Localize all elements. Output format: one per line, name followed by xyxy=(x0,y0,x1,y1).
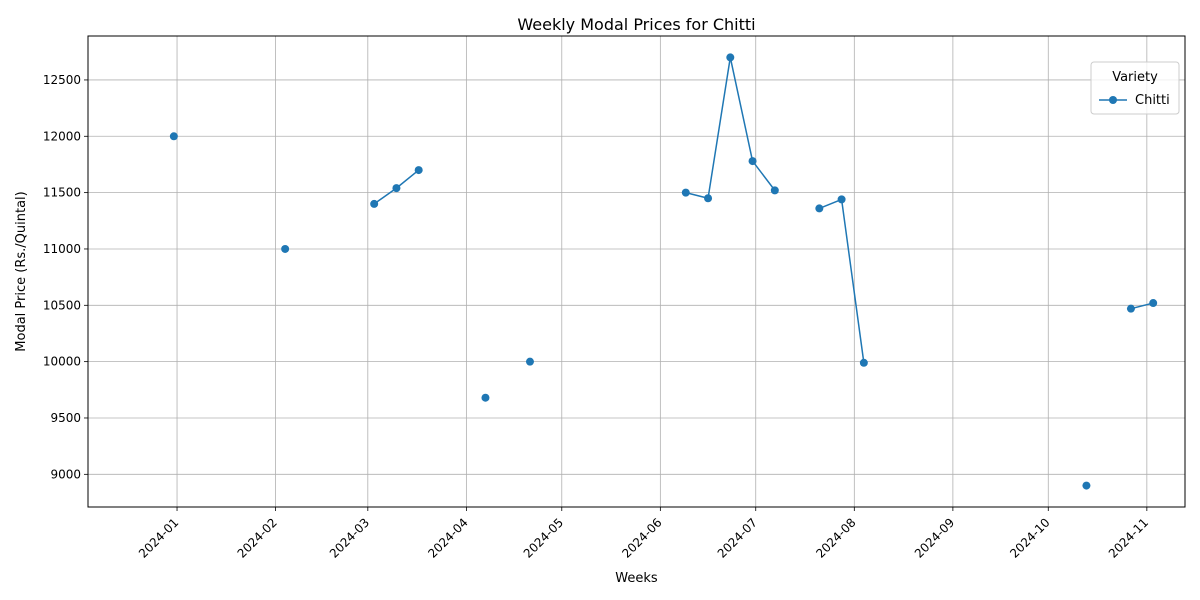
y-tick-label: 11000 xyxy=(43,242,81,256)
data-point xyxy=(169,132,178,141)
data-point xyxy=(481,393,490,402)
x-axis-label: Weeks xyxy=(615,571,658,586)
legend: Variety Chitti xyxy=(1090,61,1180,115)
data-point xyxy=(815,204,824,213)
series-segment xyxy=(840,198,865,364)
y-tick-label: 9500 xyxy=(50,411,81,425)
data-point xyxy=(748,157,757,166)
series-layer xyxy=(169,53,1158,490)
data-point xyxy=(1082,481,1091,490)
data-point xyxy=(525,357,534,366)
data-point xyxy=(392,184,401,193)
data-point xyxy=(1149,299,1158,308)
data-point xyxy=(414,166,423,175)
legend-title: Variety xyxy=(1112,70,1158,85)
data-point xyxy=(837,195,846,204)
data-point xyxy=(281,244,290,253)
legend-entry-chitti: Chitti xyxy=(1135,93,1170,108)
series-segment xyxy=(395,169,420,189)
y-tick-label: 11500 xyxy=(43,186,81,200)
series-segment xyxy=(707,56,732,200)
y-tick-label: 12000 xyxy=(43,129,81,143)
y-tick-label: 12500 xyxy=(43,73,81,87)
series-segment xyxy=(818,198,843,210)
chart-title: Weekly Modal Prices for Chitti xyxy=(517,15,755,34)
data-point xyxy=(726,53,735,62)
plot-area xyxy=(87,35,1186,508)
data-point xyxy=(681,188,690,197)
y-tick-label: 10000 xyxy=(43,355,81,369)
data-point xyxy=(1126,304,1135,313)
y-tick-label: 9000 xyxy=(50,467,81,481)
series-segment xyxy=(373,187,398,205)
y-axis-label: Modal Price (Rs./Quintal) xyxy=(14,191,29,351)
y-tick-label: 10500 xyxy=(43,298,81,312)
data-point xyxy=(704,194,713,203)
data-point xyxy=(370,199,379,208)
series-segment xyxy=(729,56,754,162)
data-point xyxy=(770,186,779,195)
series-segment xyxy=(751,160,776,192)
legend-marker-swatch xyxy=(1109,96,1117,104)
data-point xyxy=(859,358,868,367)
